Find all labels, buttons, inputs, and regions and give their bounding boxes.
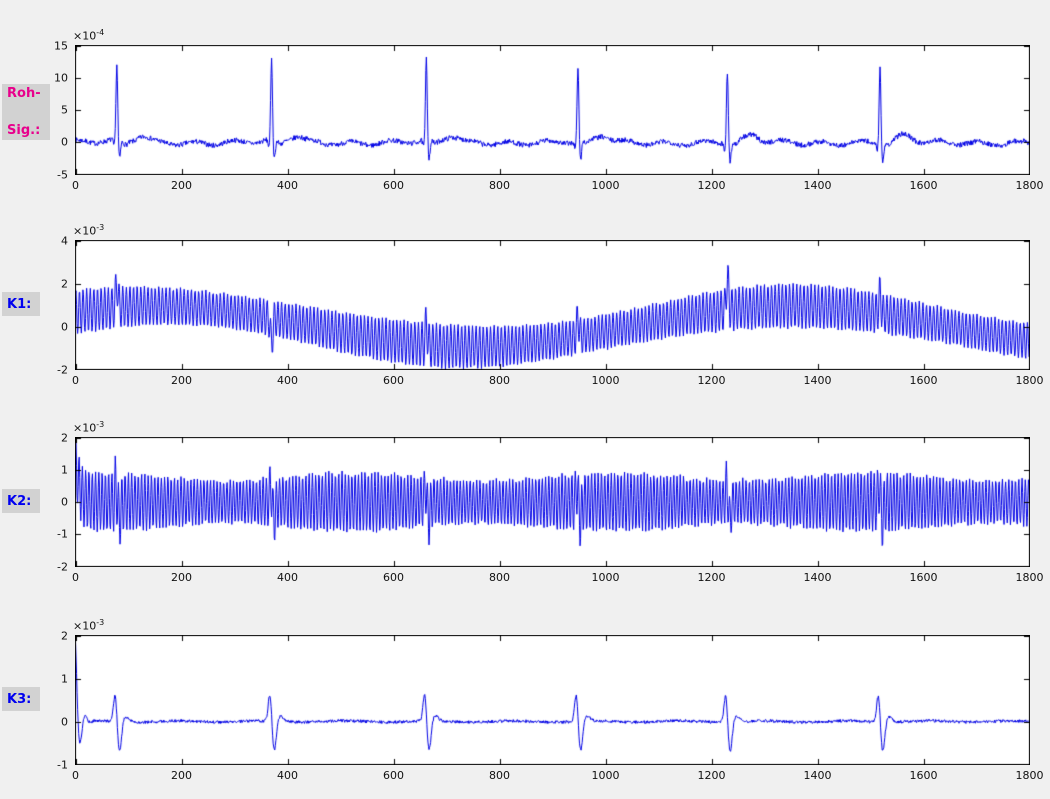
y-tick-label: 2 bbox=[61, 629, 68, 642]
exponent-power: -3 bbox=[96, 618, 105, 627]
y-tick-label: -2 bbox=[57, 363, 68, 376]
y-tick-label: -2 bbox=[57, 560, 68, 573]
y-tick-label: 2 bbox=[61, 277, 68, 290]
exponent-base: ×10 bbox=[73, 224, 97, 238]
y-tick-label: -5 bbox=[57, 168, 68, 181]
y-axis-exponent-label: ×10-3 bbox=[73, 223, 104, 238]
x-tick-label: 0 bbox=[72, 769, 79, 782]
x-tick-label: 600 bbox=[383, 374, 404, 387]
x-tick-label: 1800 bbox=[1015, 374, 1044, 387]
x-tick-label: 0 bbox=[72, 179, 79, 192]
x-tick-label: 400 bbox=[277, 179, 298, 192]
x-tick-label: 1000 bbox=[591, 374, 620, 387]
x-axis-ticks: 0 200 400 600 800 1000 1200 1400 1600 1800 bbox=[72, 765, 1044, 782]
x-axis-ticks: 0 200 400 600 800 1000 1200 1400 1600 1800 bbox=[72, 567, 1044, 584]
x-tick-label: 1200 bbox=[697, 769, 726, 782]
exponent-base: ×10 bbox=[73, 421, 97, 435]
k2-plot-canvas bbox=[75, 437, 1030, 567]
x-tick-label: 1000 bbox=[591, 769, 620, 782]
exponent-power: -3 bbox=[96, 223, 105, 232]
x-tick-label: 200 bbox=[171, 769, 192, 782]
y-tick-label: 0 bbox=[61, 715, 68, 728]
exponent-base: ×10 bbox=[73, 619, 97, 633]
label-roh-line1: Roh- bbox=[7, 86, 41, 101]
x-tick-label: 1200 bbox=[697, 571, 726, 584]
label-k2-text: K2: bbox=[7, 493, 32, 509]
subplot-k2: ×10-3 -2 -1 0 1 2 0 200 400 600 800 1000 1200 1400 1… bbox=[57, 420, 1043, 584]
x-axis-ticks: 0 200 400 600 800 1000 1200 1400 1600 1800 bbox=[72, 370, 1044, 387]
x-tick-label: 800 bbox=[489, 374, 510, 387]
y-tick-label: 5 bbox=[61, 103, 68, 117]
x-tick-label: 1000 bbox=[591, 179, 620, 192]
x-tick-label: 600 bbox=[383, 571, 404, 584]
subplot-k3: ×10-3 -1 0 1 2 0 200 400 600 800 1000 1200 1400 160… bbox=[57, 618, 1043, 782]
y-tick-label: 1 bbox=[61, 672, 68, 685]
x-tick-label: 400 bbox=[277, 769, 298, 782]
x-tick-label: 400 bbox=[277, 571, 298, 584]
x-tick-label: 1600 bbox=[909, 179, 938, 192]
x-tick-label: 600 bbox=[383, 179, 404, 192]
x-tick-label: 200 bbox=[171, 179, 192, 192]
label-roh-sig: Roh- Sig.: bbox=[2, 84, 50, 140]
k3-plot-canvas bbox=[75, 635, 1030, 765]
x-tick-label: 1600 bbox=[909, 571, 938, 584]
x-tick-label: 0 bbox=[72, 374, 79, 387]
x-tick-label: 1400 bbox=[803, 179, 832, 192]
y-tick-label: 0 bbox=[61, 135, 68, 149]
subplot-roh-sig: ×10-4 -5 0 5 10 15 0 200 400 600 800 1000 1200 1400… bbox=[54, 28, 1044, 192]
y-axis-exponent-label: ×10-3 bbox=[73, 420, 104, 435]
x-tick-label: 800 bbox=[489, 769, 510, 782]
y-axis-exponent-label: ×10-4 bbox=[73, 28, 104, 43]
exponent-power: -4 bbox=[96, 28, 105, 37]
x-tick-label: 1800 bbox=[1015, 571, 1044, 584]
x-tick-label: 200 bbox=[171, 374, 192, 387]
x-tick-label: 1400 bbox=[803, 571, 832, 584]
x-tick-label: 600 bbox=[383, 769, 404, 782]
exponent-power: -3 bbox=[96, 420, 105, 429]
x-tick-label: 1600 bbox=[909, 769, 938, 782]
x-tick-label: 400 bbox=[277, 374, 298, 387]
y-tick-label: -1 bbox=[57, 758, 68, 771]
label-k1: K1: bbox=[2, 292, 40, 316]
y-tick-label: 1 bbox=[61, 463, 68, 477]
x-axis-ticks: 0 200 400 600 800 1000 1200 1400 1600 1800 bbox=[72, 175, 1044, 192]
label-roh-line2: Sig.: bbox=[7, 123, 41, 138]
y-tick-label: 4 bbox=[61, 234, 68, 247]
y-tick-label: 0 bbox=[61, 320, 68, 333]
k1-plot-canvas bbox=[75, 240, 1030, 370]
x-tick-label: 1400 bbox=[803, 769, 832, 782]
y-tick-label: 15 bbox=[54, 39, 68, 52]
x-tick-label: 1400 bbox=[803, 374, 832, 387]
roh-sig-plot-canvas bbox=[75, 45, 1030, 175]
y-tick-label: 10 bbox=[54, 71, 68, 85]
subplot-k1: ×10-3 -2 0 2 4 0 200 400 600 800 1000 1200 1400 160… bbox=[57, 223, 1043, 387]
x-tick-label: 1000 bbox=[591, 571, 620, 584]
x-tick-label: 1800 bbox=[1015, 179, 1044, 192]
label-k3: K3: bbox=[2, 687, 40, 711]
x-tick-label: 0 bbox=[72, 571, 79, 584]
label-k1-text: K1: bbox=[7, 296, 32, 312]
label-k2: K2: bbox=[2, 489, 40, 513]
x-tick-label: 1200 bbox=[697, 374, 726, 387]
y-tick-label: 0 bbox=[61, 495, 68, 509]
x-tick-label: 1200 bbox=[697, 179, 726, 192]
y-axis-exponent-label: ×10-3 bbox=[73, 618, 104, 633]
x-tick-label: 200 bbox=[171, 571, 192, 584]
x-tick-label: 800 bbox=[489, 571, 510, 584]
label-k3-text: K3: bbox=[7, 691, 32, 707]
x-tick-label: 1800 bbox=[1015, 769, 1044, 782]
x-tick-label: 800 bbox=[489, 179, 510, 192]
y-tick-label: -1 bbox=[57, 527, 68, 541]
x-tick-label: 1600 bbox=[909, 374, 938, 387]
y-tick-label: 2 bbox=[61, 431, 68, 444]
exponent-base: ×10 bbox=[73, 29, 97, 43]
